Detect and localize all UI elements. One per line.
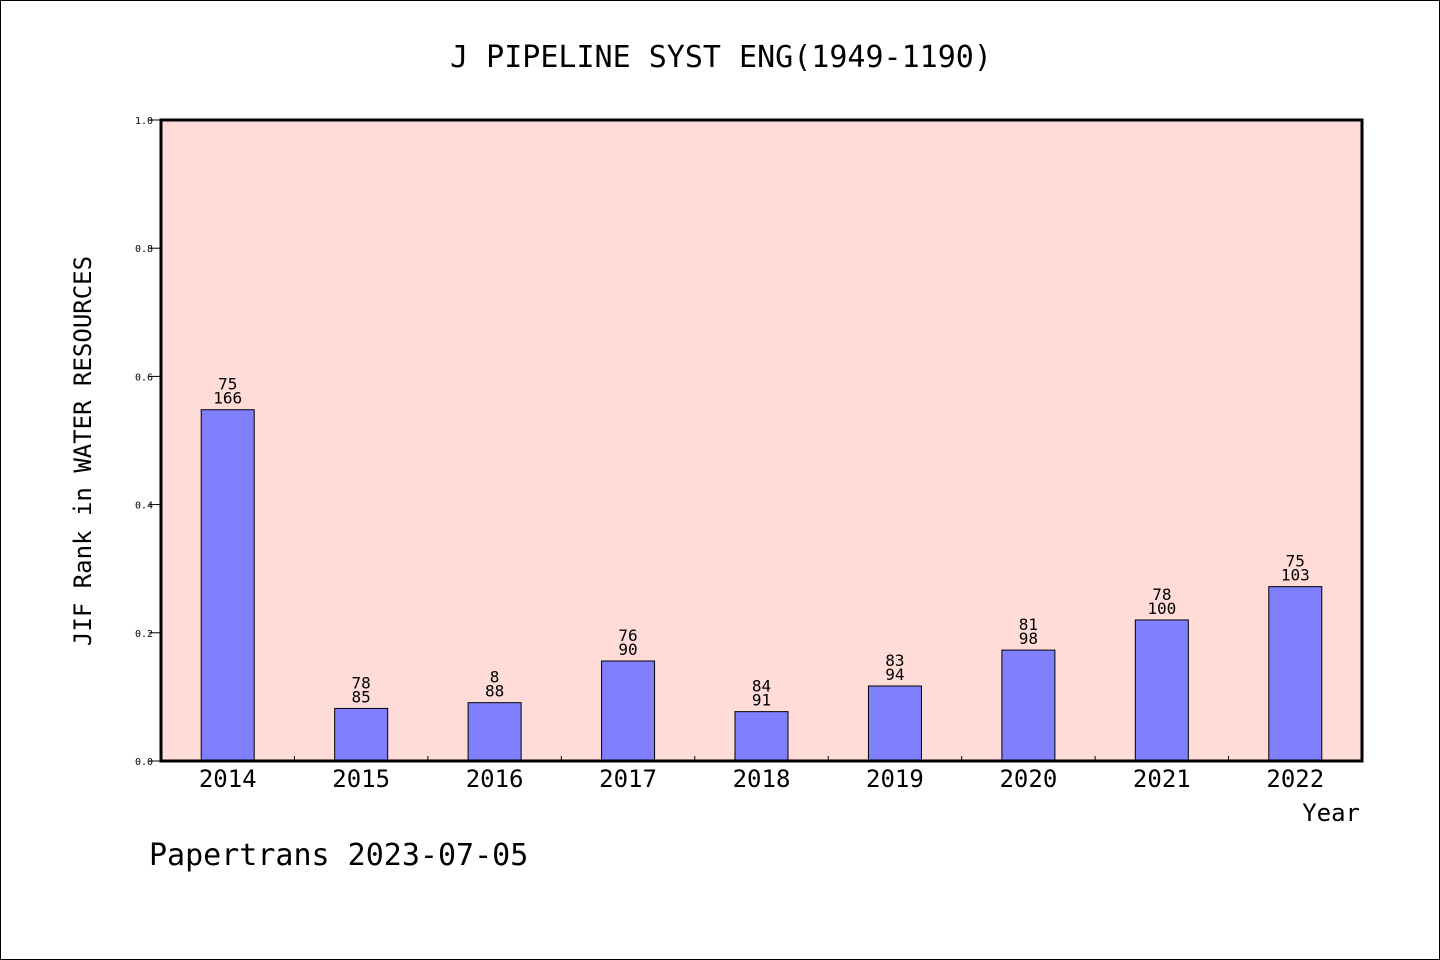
y-tick-label: 0.2 xyxy=(135,629,153,640)
bar-total-label: 100 xyxy=(1147,599,1176,618)
bar-rank-label: 83 xyxy=(885,651,904,670)
bar-total-label: 85 xyxy=(352,687,371,706)
bar-total-label: 90 xyxy=(618,640,637,659)
bar-total-label: 91 xyxy=(752,691,771,710)
footer-note: Papertrans 2023-07-05 xyxy=(149,838,528,873)
bar-rank-label: 8 xyxy=(490,668,500,687)
bar-2022 xyxy=(1268,586,1323,762)
bar-2017 xyxy=(601,660,656,762)
y-axis-ticks: 0.0 0.2 0.4 0.6 0.8 1.0 xyxy=(135,116,161,768)
x-tick-label: 2017 xyxy=(599,765,657,793)
bar-2018 xyxy=(734,711,789,762)
bars xyxy=(200,409,1323,762)
x-tick-label: 2018 xyxy=(733,765,791,793)
plot-border xyxy=(159,118,1364,763)
y-tick-label: 0.6 xyxy=(135,372,153,383)
x-tick-label: 2021 xyxy=(1133,765,1191,793)
bar-2021 xyxy=(1134,619,1189,762)
chart-title: J PIPELINE SYST ENG(1949-1190) xyxy=(450,40,992,75)
bar-rank-label: 78 xyxy=(352,673,371,692)
y-tick-label: 0.4 xyxy=(135,501,153,512)
bar-total-label: 103 xyxy=(1281,566,1310,585)
bar-total-label: 166 xyxy=(213,389,242,408)
y-tick-label: 0.0 xyxy=(135,757,153,768)
bar-rank-label: 84 xyxy=(752,677,771,696)
bar-rank-label: 81 xyxy=(1019,615,1038,634)
bar-2020 xyxy=(1001,649,1056,762)
x-tick-label: 2019 xyxy=(866,765,924,793)
x-tick-label: 2020 xyxy=(999,765,1057,793)
bar-2019 xyxy=(867,685,922,762)
x-axis-ticks: 2014 2015 2016 2017 2018 2019 2020 2021 2022 xyxy=(199,756,1324,793)
bar-total-label: 94 xyxy=(885,665,904,684)
bar-2015 xyxy=(334,707,389,762)
x-tick-label: 2016 xyxy=(466,765,524,793)
x-tick-label: 2014 xyxy=(199,765,257,793)
bar-rank-label: 75 xyxy=(218,375,237,394)
x-axis-title: Year xyxy=(1302,799,1360,827)
bar-2014 xyxy=(200,409,255,762)
y-axis-title: JIF Rank in WATER RESOURCES xyxy=(69,256,97,646)
bar-total-label: 98 xyxy=(1019,629,1038,648)
y-tick-label: 0.8 xyxy=(135,244,153,255)
y-tick-label: 1.0 xyxy=(135,116,153,127)
bar-total-label: 88 xyxy=(485,682,504,701)
x-tick-label: 2015 xyxy=(332,765,390,793)
bar-rank-label: 76 xyxy=(618,626,637,645)
x-tick-label: 2022 xyxy=(1266,765,1324,793)
bar-rank-label: 78 xyxy=(1152,585,1171,604)
bar-rank-label: 75 xyxy=(1286,552,1305,571)
bar-2016 xyxy=(467,702,522,762)
